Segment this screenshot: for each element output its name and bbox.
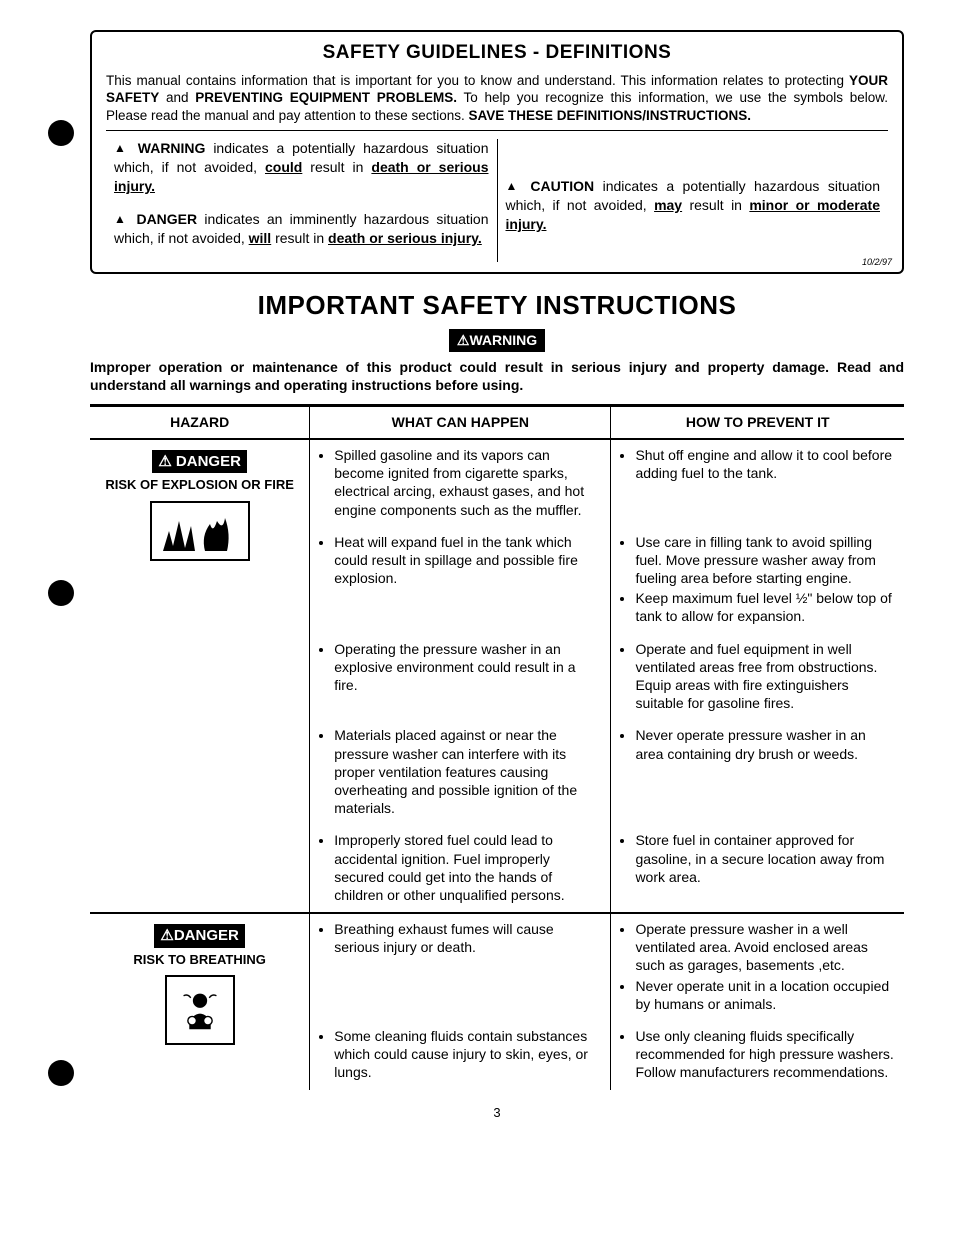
text-underline: will bbox=[249, 230, 272, 246]
text: result in bbox=[682, 197, 749, 213]
definitions-columns: ▲ WARNING indicates a potentially hazard… bbox=[106, 139, 888, 261]
text-bold: SAVE THESE DEFINITIONS/INSTRUCTIONS. bbox=[469, 108, 752, 123]
how-cell: Never operate pressure washer in an area… bbox=[611, 720, 904, 825]
list-item: Keep maximum fuel level ½" below top of … bbox=[635, 589, 896, 625]
list-item: Operate and fuel equipment in well venti… bbox=[635, 640, 896, 713]
danger-definition: ▲ DANGER indicates an imminently hazardo… bbox=[114, 210, 489, 248]
how-cell: Store fuel in container approved for gas… bbox=[611, 825, 904, 913]
what-cell: Improperly stored fuel could lead to acc… bbox=[310, 825, 611, 913]
triangle-icon: ▲ bbox=[114, 141, 130, 155]
breathing-hazard-icon bbox=[165, 975, 235, 1045]
how-cell: Operate pressure washer in a well ventil… bbox=[611, 913, 904, 1021]
what-cell: Breathing exhaust fumes will cause serio… bbox=[310, 913, 611, 1021]
definitions-title: SAFETY GUIDELINES - DEFINITIONS bbox=[106, 40, 888, 66]
how-cell: Use only cleaning fluids specifically re… bbox=[611, 1021, 904, 1090]
list-item: Improperly stored fuel could lead to acc… bbox=[334, 831, 602, 904]
list-item: Operating the pressure washer in an expl… bbox=[334, 640, 602, 695]
table-row: ⚠ DANGER RISK OF EXPLOSION OR FIRE Spill… bbox=[90, 439, 904, 527]
hazard-cell: ⚠DANGER RISK TO BREATHING bbox=[90, 913, 310, 1090]
header-what: WHAT CAN HAPPEN bbox=[310, 406, 611, 439]
header-how: HOW TO PREVENT IT bbox=[611, 406, 904, 439]
table-row: ⚠DANGER RISK TO BREATHING Breathing exha… bbox=[90, 913, 904, 1021]
danger-badge: ⚠DANGER bbox=[154, 924, 244, 948]
text-underline: death or serious injury. bbox=[328, 230, 482, 246]
risk-label: RISK TO BREATHING bbox=[98, 952, 301, 968]
list-item: Some cleaning fluids contain substances … bbox=[334, 1027, 602, 1082]
text: This manual contains information that is… bbox=[106, 73, 849, 88]
risk-label: RISK OF EXPLOSION OR FIRE bbox=[98, 477, 301, 493]
text-underline: may bbox=[654, 197, 682, 213]
list-item: Store fuel in container approved for gas… bbox=[635, 831, 896, 886]
main-intro: Improper operation or maintenance of thi… bbox=[90, 358, 904, 394]
what-cell: Spilled gasoline and its vapors can beco… bbox=[310, 439, 611, 527]
main-title: IMPORTANT SAFETY INSTRUCTIONS bbox=[90, 288, 904, 323]
what-cell: Operating the pressure washer in an expl… bbox=[310, 634, 611, 721]
list-item: Materials placed against or near the pre… bbox=[334, 726, 602, 817]
text: and bbox=[159, 90, 195, 105]
label: WARNING bbox=[138, 140, 206, 156]
text: result in bbox=[302, 159, 371, 175]
danger-badge: ⚠ DANGER bbox=[152, 450, 247, 474]
definitions-col-right: ▲ CAUTION indicates a potentially hazard… bbox=[498, 139, 889, 261]
list-item: Operate pressure washer in a well ventil… bbox=[635, 920, 896, 975]
fire-explosion-icon bbox=[150, 501, 250, 561]
list-item: Shut off engine and allow it to cool bef… bbox=[635, 446, 896, 482]
label: DANGER bbox=[136, 211, 197, 227]
label: CAUTION bbox=[530, 178, 594, 194]
what-cell: Heat will expand fuel in the tank which … bbox=[310, 527, 611, 634]
header-hazard: HAZARD bbox=[90, 406, 310, 439]
list-item: Use care in filling tank to avoid spilli… bbox=[635, 533, 896, 588]
warning-badge: ⚠WARNING bbox=[449, 329, 545, 352]
page-number: 3 bbox=[90, 1104, 904, 1122]
list-item: Never operate pressure washer in an area… bbox=[635, 726, 896, 762]
definitions-box: SAFETY GUIDELINES - DEFINITIONS This man… bbox=[90, 30, 904, 274]
text-bold: PREVENTING EQUIPMENT PROBLEMS. bbox=[195, 90, 457, 105]
date-stamp: 10/2/97 bbox=[862, 256, 892, 268]
list-item: Heat will expand fuel in the tank which … bbox=[334, 533, 602, 588]
definitions-col-left: ▲ WARNING indicates a potentially hazard… bbox=[106, 139, 498, 261]
triangle-icon: ▲ bbox=[506, 179, 522, 193]
definitions-intro: This manual contains information that is… bbox=[106, 72, 888, 132]
hazard-cell: ⚠ DANGER RISK OF EXPLOSION OR FIRE bbox=[90, 439, 310, 913]
list-item: Never operate unit in a location occupie… bbox=[635, 977, 896, 1013]
caution-definition: ▲ CAUTION indicates a potentially hazard… bbox=[506, 177, 881, 234]
what-cell: Materials placed against or near the pre… bbox=[310, 720, 611, 825]
list-item: Use only cleaning fluids specifically re… bbox=[635, 1027, 896, 1082]
warning-definition: ▲ WARNING indicates a potentially hazard… bbox=[114, 139, 489, 196]
text: result in bbox=[271, 230, 328, 246]
triangle-icon: ▲ bbox=[114, 212, 129, 226]
hazard-table: HAZARD WHAT CAN HAPPEN HOW TO PREVENT IT… bbox=[90, 404, 904, 1090]
list-item: Spilled gasoline and its vapors can beco… bbox=[334, 446, 602, 519]
how-cell: Use care in filling tank to avoid spilli… bbox=[611, 527, 904, 634]
how-cell: Shut off engine and allow it to cool bef… bbox=[611, 439, 904, 527]
text-underline: could bbox=[265, 159, 302, 175]
table-header-row: HAZARD WHAT CAN HAPPEN HOW TO PREVENT IT bbox=[90, 406, 904, 439]
list-item: Breathing exhaust fumes will cause serio… bbox=[334, 920, 602, 956]
how-cell: Operate and fuel equipment in well venti… bbox=[611, 634, 904, 721]
what-cell: Some cleaning fluids contain substances … bbox=[310, 1021, 611, 1090]
